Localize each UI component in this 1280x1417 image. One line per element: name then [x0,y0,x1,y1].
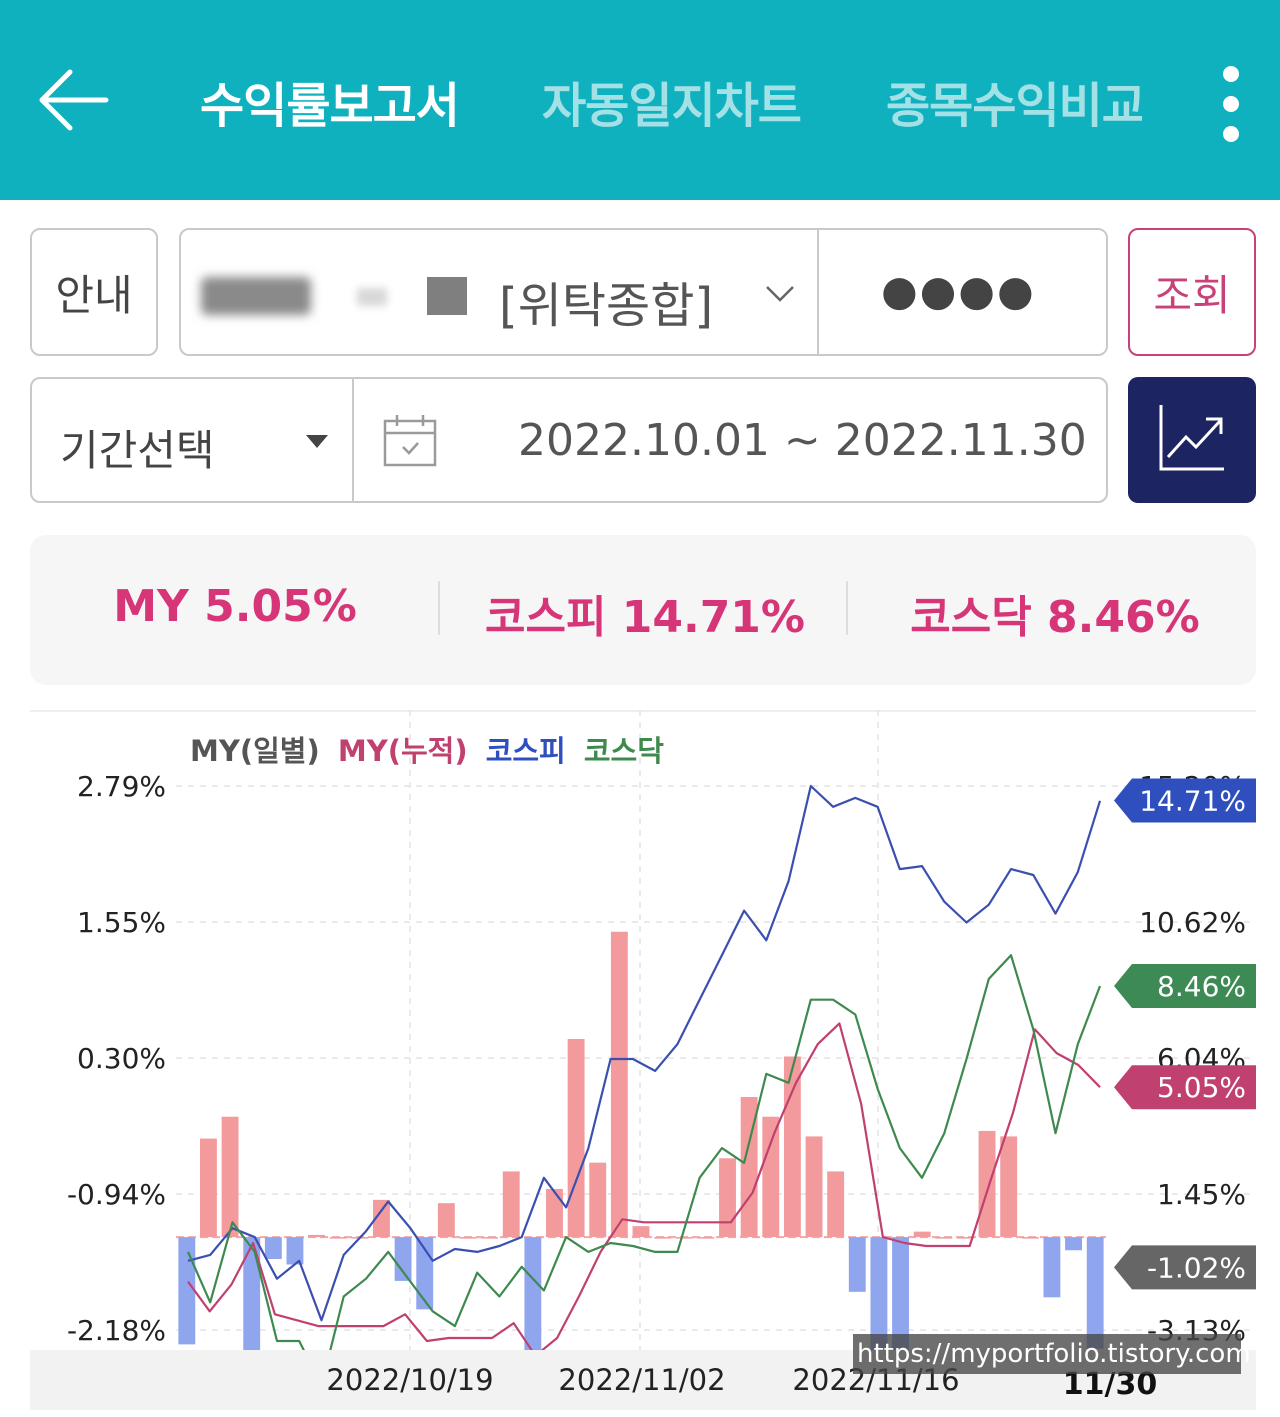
legend-kospi[interactable]: 코스피 [485,734,566,768]
tab-auto-journal-chart[interactable]: 자동일지차트 [542,78,802,134]
bar-my-daily [719,1158,736,1238]
bar-my-daily [567,1038,585,1238]
field-divider [817,230,819,354]
period-select[interactable]: 기간선택 [60,426,215,475]
bar-my-daily [502,1171,520,1238]
bar-my-daily [437,1203,455,1238]
bar-my-daily [610,931,628,1238]
bar-my-daily [459,1237,477,1239]
bar-my-daily [805,1136,823,1238]
end-value-badge [1114,778,1256,823]
bar-my-daily [264,1237,282,1259]
end-value-badge [1114,964,1256,1009]
summary-divider [438,581,440,635]
bar-my-daily [762,1116,780,1238]
return-chart: 2.79%1.55%0.30%-0.94%-2.18%15.20%10.62%6… [30,710,1256,1410]
bar-my-daily [1000,1136,1018,1238]
bar-my-daily [178,1237,196,1345]
trending-up-icon [1159,405,1224,471]
bar-my-daily [697,1237,715,1239]
end-value-badge-label: -1.02% [1147,1251,1246,1284]
return-summary: MY 5.05% 코스피 14.71% 코스닥 8.46% [30,535,1256,685]
bar-my-daily [913,1231,931,1238]
bar-my-daily [654,1237,672,1239]
legend-kosdaq[interactable]: 코스닥 [583,734,664,768]
password-field[interactable]: ●●●● [881,266,1036,315]
period-row: 기간선택 2022.10.01 ~ 2022.11.30 [30,377,1108,503]
bar-my-daily [524,1237,542,1374]
bar-my-daily [1086,1237,1104,1349]
calendar-icon[interactable] [382,413,438,469]
right-axis-tick-label: 10.62% [1139,906,1246,939]
chart-legend: MY(일별) MY(누적) 코스피 코스닥 [190,728,672,770]
masked-account-number [201,277,311,315]
bar-my-daily [1043,1237,1061,1298]
bar-my-daily [978,1130,996,1238]
tab-stock-return-compare[interactable]: 종목수익비교 [886,78,1142,134]
masked-account-block [427,277,467,315]
bar-my-daily [286,1237,304,1265]
bar-my-daily [675,1237,693,1239]
bar-my-daily [243,1237,261,1369]
arrow-left-icon[interactable] [34,58,114,138]
my-return: MY 5.05% [113,581,357,632]
guide-button[interactable]: 안내 [30,228,158,356]
bar-my-daily [329,1237,347,1239]
caret-down-icon[interactable] [306,435,328,448]
end-value-badge [1114,1065,1256,1110]
chart-canvas: 2.79%1.55%0.30%-0.94%-2.18%15.20%10.62%6… [30,710,1256,1410]
bar-my-daily [935,1237,953,1239]
bar-my-daily [783,1056,801,1238]
end-value-badge-label: 8.46% [1157,970,1246,1003]
bar-my-daily [632,1226,650,1238]
field-divider [352,379,354,501]
bar-my-daily [827,1171,845,1238]
line-kosdaq [186,954,1102,1387]
tab-return-report[interactable]: 수익률보고서 [200,78,460,134]
date-range[interactable]: 2022.10.01 ~ 2022.11.30 [518,415,1087,466]
end-value-badge [1114,1245,1256,1290]
x-axis-tick-label: 2022/11/02 [558,1363,725,1397]
end-value-badge-label: 14.71% [1139,785,1246,818]
bar-my-daily [394,1237,412,1281]
account-type-label: [위탁종합] [499,278,714,334]
bar-my-daily [481,1237,499,1239]
bar-my-daily [1021,1237,1039,1239]
bar-my-daily [589,1162,607,1238]
legend-my-cumulative[interactable]: MY(누적) [337,734,468,768]
masked-account-number-part [357,288,387,306]
bar-my-daily [221,1116,239,1238]
bar-my-daily [956,1237,974,1239]
left-axis-tick-label: 2.79% [77,770,166,803]
chart-view-button[interactable] [1128,377,1256,503]
app-bar: 수익률보고서 자동일지차트 종목수익비교 [0,0,1280,200]
line-my-cumulative [187,1022,1101,1357]
kosdaq-return: 코스닥 8.46% [910,592,1200,643]
bar-my-daily [1065,1237,1082,1251]
kospi-return: 코스피 14.71% [484,592,806,643]
left-axis-tick-label: -0.94% [67,1178,166,1211]
legend-my-daily[interactable]: MY(일별) [190,734,320,768]
bar-my-daily [200,1138,217,1238]
bar-my-daily [308,1234,326,1238]
watermark: https://myportfolio.tistory.com [853,1334,1251,1374]
left-axis-tick-label: -2.18% [67,1314,166,1347]
x-axis-tick-label: 2022/10/19 [326,1363,493,1397]
more-vertical-icon[interactable] [1215,62,1249,146]
bar-my-daily [373,1199,390,1238]
query-button[interactable]: 조회 [1128,228,1256,356]
bar-my-daily [546,1188,563,1238]
tab-clip: 종목수익비교 [880,60,1142,140]
end-value-badge-label: 5.05% [1157,1071,1246,1104]
left-axis-tick-label: 0.30% [77,1042,166,1075]
chevron-down-icon[interactable] [763,278,797,308]
left-axis-tick-label: 1.55% [77,906,166,939]
right-axis-tick-label: 1.45% [1157,1178,1246,1211]
line-kospi [187,784,1102,1322]
account-selector[interactable]: [위탁종합] ●●●● [179,228,1108,356]
summary-divider [846,581,848,635]
bar-my-daily [848,1237,866,1292]
